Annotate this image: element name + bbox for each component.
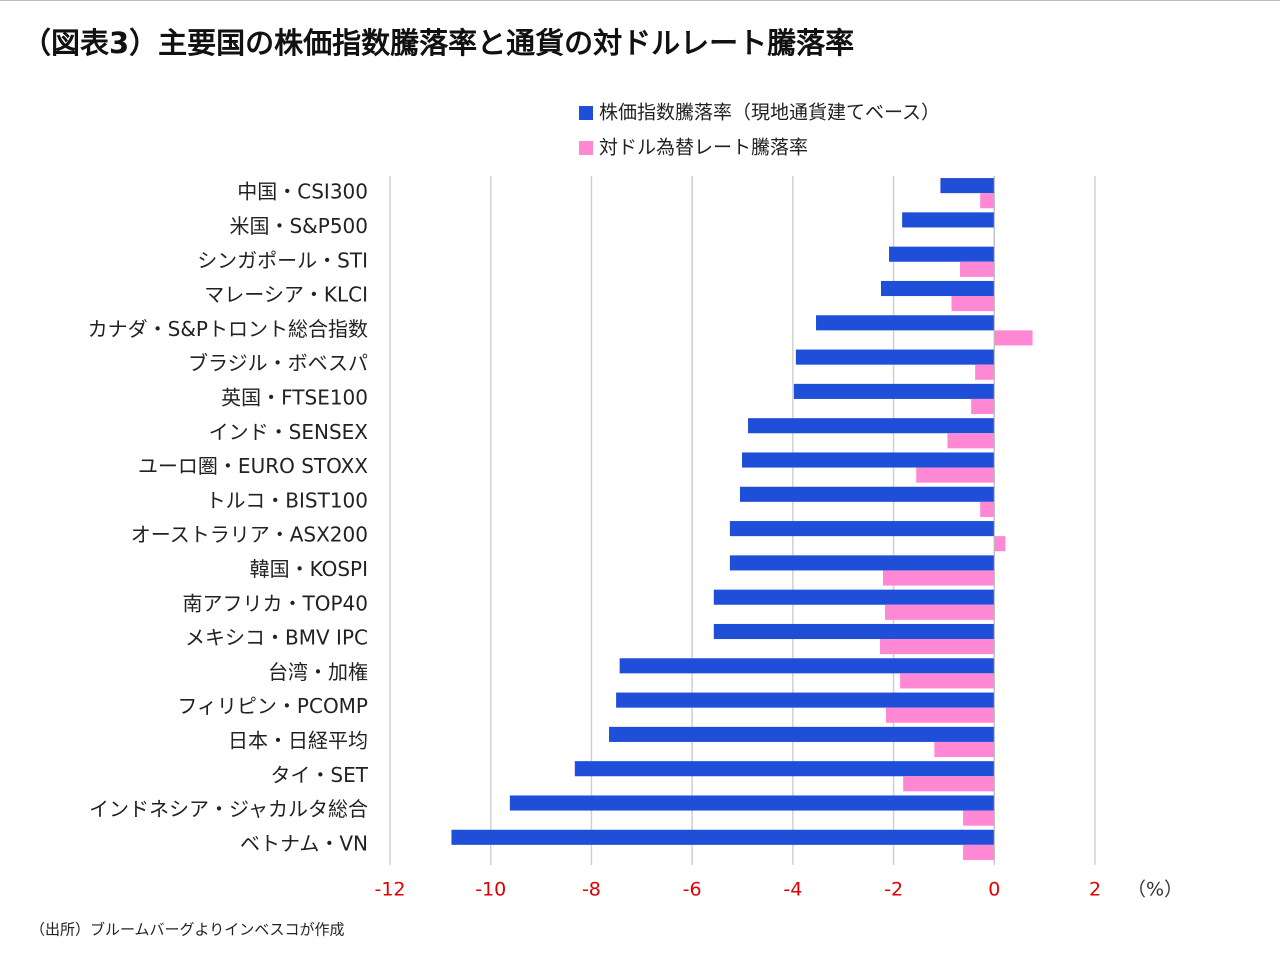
x-tick-label: -2 [884, 879, 903, 901]
bar [509, 795, 995, 811]
chart-title: （図表3）主要国の株価指数騰落率と通貨の対ドルレート騰落率 [22, 26, 854, 60]
source-note: （出所）ブルームバーグよりインベスコが作成 [30, 921, 345, 939]
bar [934, 741, 995, 758]
bar [940, 178, 995, 194]
bar [748, 418, 995, 434]
y-tick-label: 南アフリカ・TOP40 [183, 591, 368, 615]
x-tick-label: -6 [683, 879, 702, 901]
y-tick-label: 韓国・KOSPI [250, 557, 368, 581]
bar [980, 501, 995, 517]
y-tick-label: ユーロ圏・EURO STOXX [138, 454, 368, 478]
bar [574, 761, 995, 777]
y-tick-label: ブラジル・ボベスパ [188, 351, 368, 375]
y-tick-label: 中国・CSI300 [237, 180, 368, 204]
bar [741, 452, 995, 468]
bar [713, 623, 995, 640]
bar [451, 829, 995, 845]
y-tick-label: 米国・S&P500 [229, 214, 368, 238]
bar [882, 570, 995, 586]
bar [951, 296, 995, 312]
x-tick-label: -8 [582, 879, 601, 901]
bar [994, 536, 1006, 552]
bar [960, 261, 995, 277]
bar [729, 521, 995, 537]
bar [739, 486, 995, 502]
y-tick-label: インドネシア・ジャカルタ総合 [89, 797, 368, 821]
x-unit-label: （%） [1127, 879, 1183, 901]
bar [879, 639, 995, 655]
y-tick-label: トルコ・BIST100 [206, 488, 368, 512]
bar [619, 658, 995, 674]
y-tick-label: 台湾・加権 [268, 660, 368, 684]
bar [947, 433, 995, 449]
bar [963, 810, 995, 826]
y-tick-label: 英国・FTSE100 [221, 385, 368, 409]
bar [900, 673, 995, 689]
y-tick-label: ベトナム・VN [240, 831, 368, 855]
legend-swatch [579, 141, 593, 155]
bar [902, 212, 995, 228]
bar [980, 193, 995, 209]
bar [609, 726, 995, 742]
bar [903, 776, 995, 792]
x-tick-label: -10 [475, 879, 506, 901]
bar [886, 707, 995, 723]
y-tick-label: インド・SENSEX [209, 420, 369, 444]
x-tick-label: -4 [783, 879, 802, 901]
y-tick-label: マレーシア・KLCI [204, 283, 368, 307]
bar [963, 844, 995, 860]
bar [793, 383, 995, 399]
y-tick-label: タイ・SET [270, 763, 368, 787]
legend-swatch [579, 106, 593, 120]
bar [889, 246, 995, 262]
bar [713, 589, 995, 605]
x-tick-label: 0 [988, 879, 1000, 901]
x-tick-label: -12 [374, 879, 405, 901]
y-tick-label: 日本・日経平均 [228, 728, 368, 752]
legend-label: 対ドル為替レート騰落率 [599, 137, 808, 159]
bar [729, 555, 995, 571]
y-tick-label: フィリピン・PCOMP [177, 694, 368, 718]
x-tick-label: 2 [1089, 879, 1101, 901]
bar [816, 315, 995, 331]
y-tick-label: カナダ・S&Pトロント総合指数 [88, 317, 368, 341]
bar [795, 349, 995, 365]
y-tick-label: メキシコ・BMV IPC [185, 626, 368, 650]
y-tick-label: オーストラリア・ASX200 [131, 523, 368, 547]
bar [916, 467, 995, 483]
bar [971, 398, 995, 415]
legend-label: 株価指数騰落率（現地通貨建てベース） [599, 102, 940, 124]
y-tick-label: シンガポール・STI [197, 248, 368, 272]
bar [880, 280, 995, 297]
bar [616, 692, 995, 708]
bar [885, 604, 995, 620]
bar [994, 330, 1033, 346]
bar [975, 364, 995, 380]
